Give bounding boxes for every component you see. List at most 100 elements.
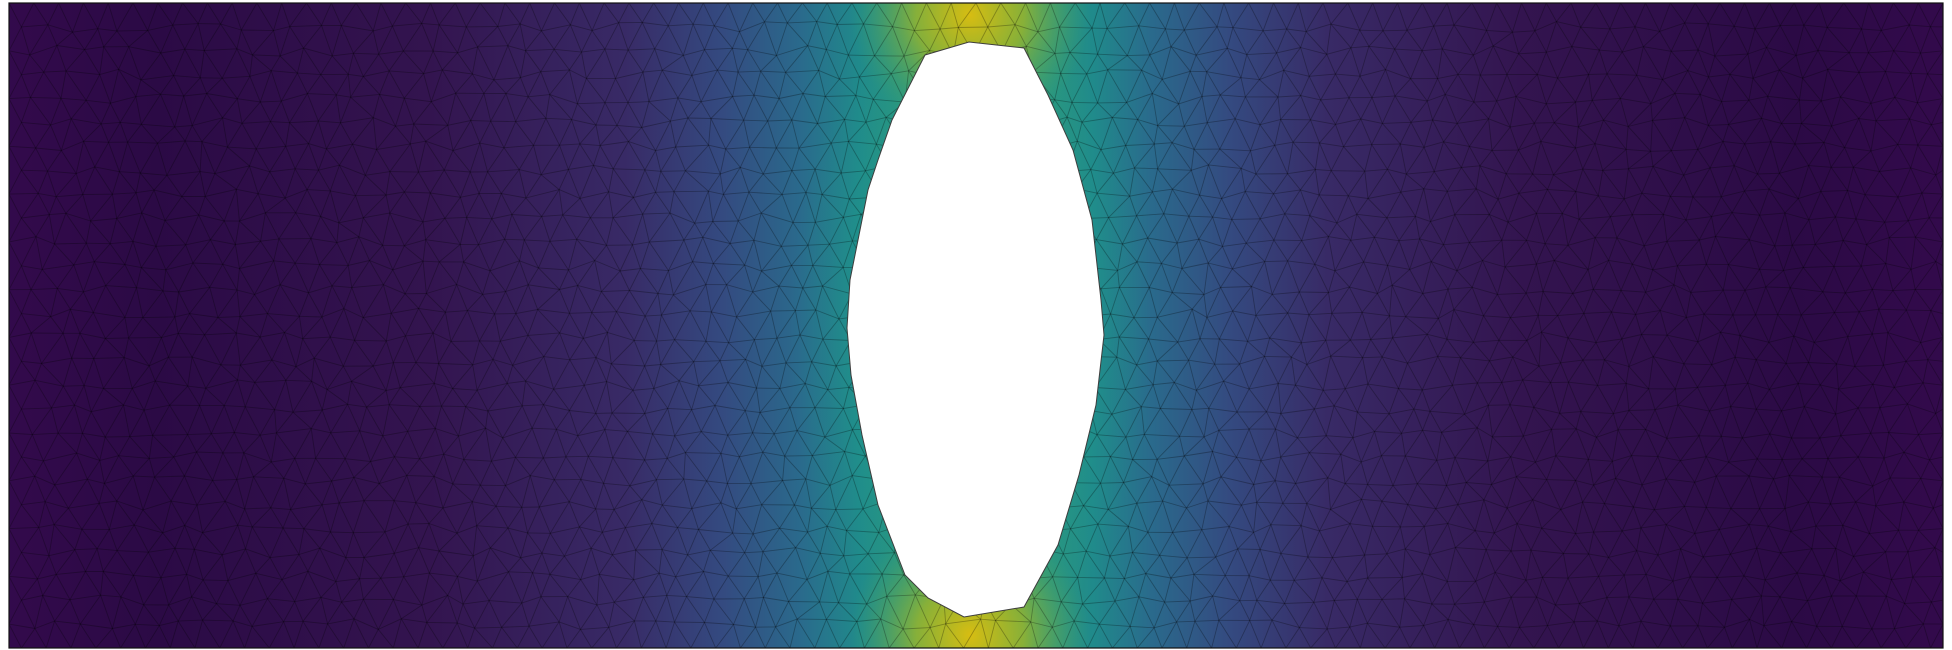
mesh-edge	[292, 409, 323, 413]
mesh-edge	[196, 433, 212, 453]
mesh-edge	[1207, 118, 1236, 124]
mesh-edge	[515, 427, 533, 458]
mesh-edge	[472, 364, 478, 391]
mesh-edge	[674, 409, 692, 437]
mesh-edge	[1236, 411, 1250, 430]
mesh-edge	[62, 333, 73, 359]
mesh-edge	[379, 93, 405, 99]
mesh-edge	[54, 242, 87, 245]
mesh-edge	[1789, 287, 1802, 316]
mesh-edge	[279, 55, 298, 74]
mesh-edge	[478, 244, 491, 271]
mesh-edge	[1518, 188, 1548, 194]
mesh-edge	[9, 361, 22, 386]
mesh-edge	[1149, 46, 1172, 56]
mesh-edge	[1752, 78, 1769, 97]
mesh-edge	[929, 28, 941, 51]
mesh-edge	[1786, 362, 1809, 364]
mesh-edge	[79, 312, 94, 334]
mesh-edge	[1769, 383, 1799, 390]
mesh-edge	[1367, 191, 1401, 199]
mesh-edge	[140, 267, 164, 292]
mesh-edge	[1643, 46, 1672, 52]
mesh-edge	[372, 94, 381, 118]
mesh-edge	[559, 143, 580, 146]
mesh-edge	[644, 388, 655, 414]
mesh-edge	[340, 3, 357, 26]
mesh-edge	[1246, 30, 1264, 55]
mesh-edge	[1559, 412, 1577, 430]
mesh-edge	[1686, 313, 1705, 318]
mesh-edge	[395, 98, 405, 127]
mesh-edge	[1245, 242, 1266, 262]
mesh-edge	[713, 25, 733, 49]
mesh-edge	[1870, 143, 1898, 152]
mesh-edge	[642, 212, 671, 215]
mesh-edge	[1308, 314, 1327, 341]
mesh-edge	[776, 310, 796, 339]
mesh-edge	[712, 220, 739, 222]
mesh-edge	[1608, 237, 1618, 261]
mesh-edge	[1086, 69, 1108, 75]
mesh-edge	[443, 435, 459, 455]
mesh-edge	[1557, 74, 1589, 79]
mesh-edge	[423, 69, 443, 75]
mesh-edge	[1096, 217, 1109, 240]
mesh-edge	[339, 164, 366, 176]
mesh-edge	[864, 144, 877, 171]
mesh-edge	[1722, 289, 1734, 316]
mesh-edge	[1823, 142, 1832, 168]
mesh-edge	[1310, 119, 1320, 144]
mesh-edge	[1264, 260, 1288, 263]
mesh-edge	[149, 356, 169, 367]
mesh-edge	[705, 284, 712, 312]
mesh-edge	[764, 3, 778, 23]
mesh-edge	[472, 359, 494, 366]
mesh-edge	[1156, 292, 1173, 318]
mesh-edge	[1394, 48, 1423, 52]
mesh-edge	[1920, 52, 1928, 75]
mesh-edge	[1754, 25, 1781, 30]
mesh-edge	[331, 25, 342, 57]
mesh-edge	[655, 191, 675, 193]
mesh-edge	[313, 336, 331, 359]
mesh-edge	[1292, 141, 1320, 144]
mesh-edge	[165, 262, 194, 271]
mesh-edge	[276, 432, 296, 459]
mesh-edge	[1685, 219, 1700, 241]
mesh-edge	[1699, 76, 1709, 95]
mesh-edge	[1620, 97, 1651, 105]
mesh-edge	[1652, 166, 1671, 197]
mesh-edge	[310, 238, 320, 265]
mesh-edge	[302, 316, 323, 339]
mesh-edge	[1367, 169, 1388, 199]
mesh-edge	[472, 73, 495, 81]
mesh-edge	[876, 3, 893, 27]
mesh-edge	[237, 365, 241, 380]
mesh-edge	[840, 172, 850, 200]
mesh-edge	[1575, 191, 1580, 220]
mesh-edge	[487, 383, 508, 412]
mesh-edge	[1457, 118, 1489, 124]
mesh-edge	[655, 171, 662, 193]
mesh-edge	[1533, 103, 1547, 124]
mesh-edge	[847, 23, 864, 56]
mesh-edge	[1518, 140, 1542, 151]
mesh-edge	[778, 265, 792, 287]
mesh-edge	[1287, 260, 1300, 293]
mesh-edge	[1703, 289, 1724, 315]
mesh-edge	[633, 315, 646, 341]
mesh-edge	[1335, 73, 1361, 77]
mesh-edge	[422, 217, 445, 223]
mesh-edge	[1546, 46, 1572, 53]
mesh-edge	[807, 45, 827, 50]
mesh-edge	[1483, 315, 1511, 319]
mesh-edge	[1382, 30, 1396, 50]
mesh-edge	[747, 49, 762, 72]
mesh-edge	[1535, 243, 1546, 265]
mesh-edge	[118, 141, 129, 172]
mesh-edge	[239, 336, 261, 366]
mesh-edge	[1434, 167, 1462, 173]
mesh-edge	[844, 95, 857, 120]
mesh-edge	[731, 48, 739, 73]
